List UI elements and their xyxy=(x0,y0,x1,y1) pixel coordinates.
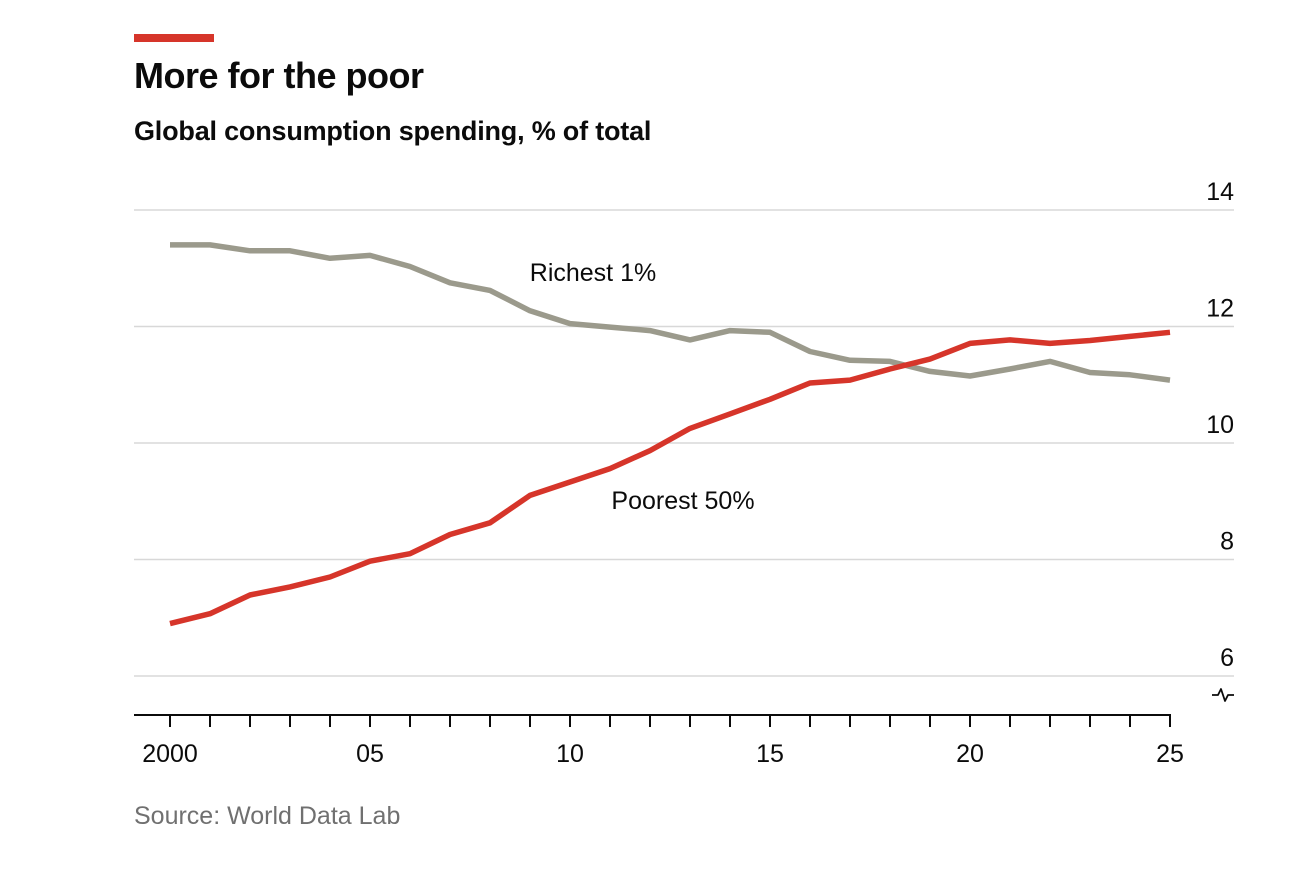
accent-bar xyxy=(134,34,214,42)
chart-subtitle: Global consumption spending, % of total xyxy=(134,116,652,146)
series-line-richest-1pct xyxy=(170,242,1171,383)
y-tick-label-12: 12 xyxy=(1206,295,1234,323)
y-tick-label-14: 14 xyxy=(1206,178,1234,206)
series-label-richest-1pct: Richest 1% xyxy=(530,259,656,287)
x-tick-label-2015: 15 xyxy=(756,740,784,768)
x-tick-labels: 2000 05 10 15 20 25 xyxy=(142,740,1184,768)
y-tick-label-6: 6 xyxy=(1220,644,1234,672)
series-labels: Richest 1% Poorest 50% xyxy=(530,259,755,515)
series-line-poorest-50pct xyxy=(169,329,1171,627)
x-tick-label-2000: 2000 xyxy=(142,740,198,768)
chart-title: More for the poor xyxy=(134,55,424,96)
series-lines xyxy=(169,242,1171,627)
axis-break-icon xyxy=(1212,688,1234,702)
x-tick-label-2020: 20 xyxy=(956,740,984,768)
x-axis xyxy=(134,688,1234,727)
y-tick-label-10: 10 xyxy=(1206,411,1234,439)
x-tick-label-2010: 10 xyxy=(556,740,584,768)
gridlines xyxy=(134,209,1234,677)
x-tick-label-2005: 05 xyxy=(356,740,384,768)
x-tick-label-2025: 25 xyxy=(1156,740,1184,768)
source-note: Source: World Data Lab xyxy=(134,802,401,830)
series-label-poorest-50pct: Poorest 50% xyxy=(611,487,754,515)
y-tick-labels: 6 8 10 12 14 xyxy=(1206,178,1234,672)
y-tick-label-8: 8 xyxy=(1220,528,1234,556)
